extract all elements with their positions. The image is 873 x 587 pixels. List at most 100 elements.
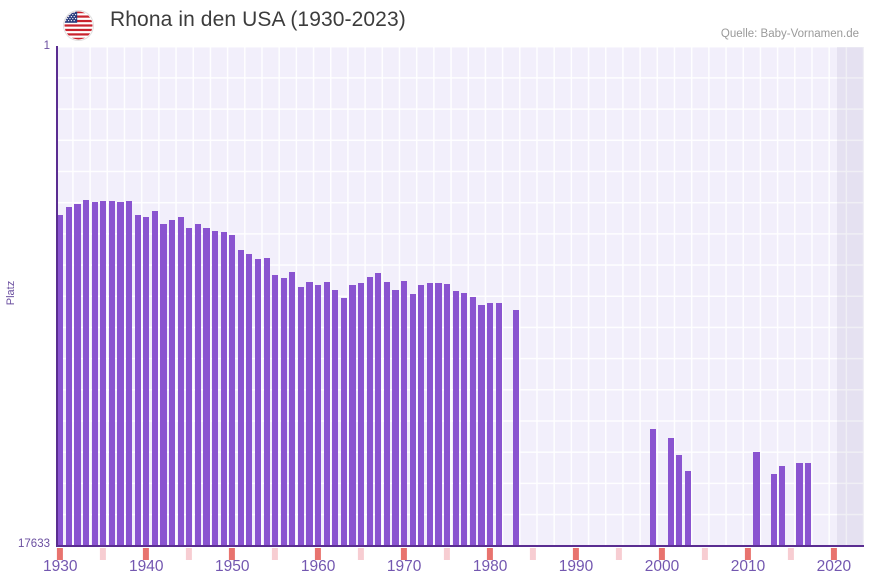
- bar-1934[interactable]: [91, 202, 98, 546]
- plot-area: [56, 47, 864, 546]
- bar-1947[interactable]: [203, 228, 210, 546]
- x-tick-mark-2015: [787, 548, 795, 560]
- bar-1981[interactable]: [495, 303, 502, 546]
- bar-1966[interactable]: [366, 277, 373, 546]
- bar-1954[interactable]: [263, 258, 270, 546]
- x-tick-mark-2000: [658, 548, 666, 560]
- bar-2017[interactable]: [805, 462, 812, 546]
- bar-1977[interactable]: [461, 293, 468, 546]
- y-axis-title: Platz: [5, 280, 17, 306]
- x-tick-mark-1985: [529, 548, 537, 560]
- bar-1936[interactable]: [108, 200, 115, 546]
- bar-1957[interactable]: [289, 271, 296, 546]
- bar-1959[interactable]: [306, 281, 313, 546]
- bar-2013[interactable]: [770, 474, 777, 546]
- bar-1972[interactable]: [418, 285, 425, 546]
- x-tick-label-1950: 1950: [214, 558, 250, 575]
- bar-1950[interactable]: [229, 235, 236, 546]
- x-tick-mark-1975: [444, 548, 451, 560]
- bar-1979[interactable]: [478, 304, 485, 546]
- x-tick-mark-1960: [315, 548, 322, 560]
- x-axis-line: [56, 545, 864, 547]
- x-tick-mark-2010: [744, 548, 752, 560]
- x-tick-label-1940: 1940: [129, 558, 164, 575]
- page-title: Rhona in den USA (1930-2023): [110, 8, 406, 31]
- bar-1949[interactable]: [220, 232, 227, 546]
- bar-1948[interactable]: [211, 231, 219, 546]
- x-tick-label-1990: 1990: [558, 558, 594, 575]
- bar-2002[interactable]: [676, 454, 683, 546]
- bar-1976[interactable]: [452, 291, 459, 546]
- y-axis-line: [56, 46, 58, 547]
- future-shading-band: [837, 47, 864, 546]
- bar-2001[interactable]: [667, 437, 674, 546]
- bar-1931[interactable]: [65, 206, 72, 546]
- bar-1939[interactable]: [134, 214, 141, 546]
- x-tick-label-1980: 1980: [472, 558, 508, 575]
- x-tick-label-2010: 2010: [730, 558, 766, 575]
- bar-1944[interactable]: [177, 217, 184, 546]
- bar-1935[interactable]: [100, 200, 107, 546]
- source-attribution: Quelle: Baby-Vornamen.de: [720, 28, 859, 40]
- bar-2003[interactable]: [684, 471, 691, 546]
- bar-1978[interactable]: [469, 297, 476, 546]
- bar-1953[interactable]: [254, 258, 262, 546]
- bar-2016[interactable]: [796, 462, 803, 546]
- bar-1941[interactable]: [151, 210, 158, 546]
- bar-1942[interactable]: [160, 223, 167, 546]
- bar-1938[interactable]: [125, 201, 133, 546]
- x-tick-mark-1970: [401, 548, 408, 560]
- bar-1983[interactable]: [512, 309, 519, 546]
- bar-1932[interactable]: [74, 204, 81, 546]
- x-tick-mark-1995: [615, 548, 623, 560]
- x-tick-mark-1950: [229, 548, 236, 560]
- x-tick-mark-1930: [57, 548, 64, 560]
- bar-1945[interactable]: [186, 228, 193, 546]
- bar-1999[interactable]: [650, 429, 657, 546]
- bar-1970[interactable]: [401, 281, 408, 546]
- bar-1973[interactable]: [426, 282, 433, 546]
- bar-1974[interactable]: [435, 282, 442, 546]
- bar-1933[interactable]: [82, 200, 90, 546]
- x-tick-label-1930: 1930: [43, 558, 78, 575]
- bar-1940[interactable]: [143, 217, 150, 546]
- bar-1943[interactable]: [168, 219, 176, 546]
- chart-header: Rhona in den USA (1930-2023) Quelle: Bab…: [0, 0, 873, 46]
- x-tick-label-1970: 1970: [386, 558, 422, 575]
- x-tick-mark-2005: [701, 548, 709, 560]
- bar-2011[interactable]: [753, 451, 760, 546]
- x-tick-mark-1945: [186, 548, 193, 560]
- y-axis-bottom-label: 17633: [18, 538, 50, 550]
- bar-1967[interactable]: [375, 273, 382, 546]
- x-tick-label-1960: 1960: [300, 558, 336, 575]
- bar-1963[interactable]: [340, 298, 348, 546]
- bar-1952[interactable]: [246, 253, 253, 546]
- bar-1930[interactable]: [57, 215, 64, 546]
- bar-1980[interactable]: [486, 303, 494, 546]
- bar-1951[interactable]: [237, 250, 244, 546]
- x-tick-label-2000: 2000: [644, 558, 680, 575]
- x-tick-mark-1980: [486, 548, 494, 560]
- bar-1955[interactable]: [272, 275, 279, 546]
- bar-1965[interactable]: [358, 282, 365, 546]
- bar-1956[interactable]: [280, 278, 287, 546]
- bar-1962[interactable]: [332, 290, 339, 546]
- bar-1968[interactable]: [383, 281, 391, 546]
- bar-2014[interactable]: [779, 465, 786, 546]
- bar-1946[interactable]: [194, 224, 201, 546]
- bar-1937[interactable]: [117, 202, 124, 546]
- x-tick-mark-1935: [100, 548, 107, 560]
- x-tick-mark-1990: [572, 548, 580, 560]
- bar-1975[interactable]: [444, 283, 451, 546]
- y-axis-top-label: 1: [43, 40, 50, 52]
- x-tick-mark-1955: [272, 548, 279, 560]
- bar-1958[interactable]: [297, 286, 305, 546]
- bar-1969[interactable]: [392, 289, 399, 546]
- bar-1960[interactable]: [315, 284, 322, 546]
- x-tick-mark-2020: [830, 548, 837, 560]
- x-tick-label-2020: 2020: [816, 558, 852, 575]
- bar-1971[interactable]: [409, 294, 416, 546]
- bar-1961[interactable]: [323, 282, 330, 546]
- bar-1964[interactable]: [349, 284, 356, 546]
